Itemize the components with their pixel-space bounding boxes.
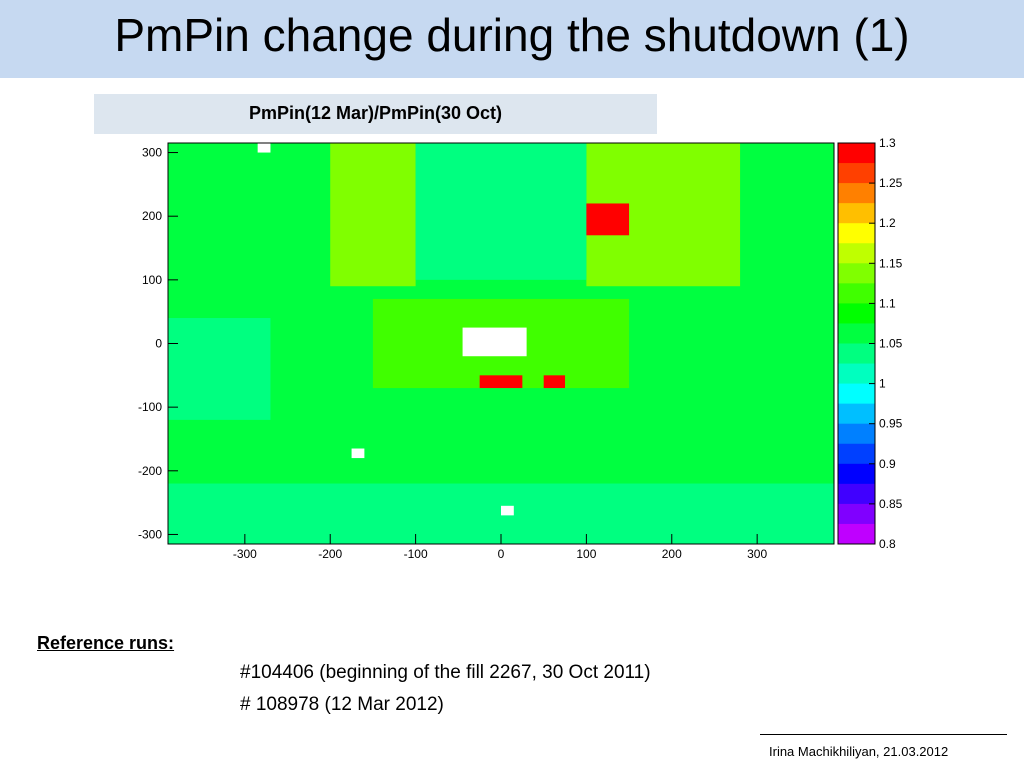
x-tick-label: -300 [233, 547, 257, 561]
heatmap-region [330, 143, 416, 287]
colorbar-segment [838, 323, 875, 344]
colorbar-tick-label: 0.85 [879, 497, 903, 511]
y-tick-label: 200 [142, 209, 162, 223]
colorbar-tick-label: 1.2 [879, 216, 896, 230]
author-date: Irina Machikhiliyan, 21.03.2012 [769, 744, 949, 759]
colorbar-segment [838, 403, 875, 425]
x-tick-label: 100 [576, 547, 596, 561]
heatmap-region [415, 143, 587, 280]
heatmap-region [168, 318, 271, 420]
colorbar-segment [838, 423, 875, 445]
colorbar-segment [838, 143, 875, 164]
y-tick-label: -200 [138, 464, 162, 478]
y-tick-label: 300 [142, 146, 162, 160]
footer-divider [760, 734, 1007, 735]
colorbar-segment [838, 443, 875, 465]
heatmap-region [479, 375, 523, 389]
colorbar-segment [838, 523, 875, 545]
x-tick-label: -200 [318, 547, 342, 561]
colorbar-segment [838, 263, 875, 284]
colorbar-segment [838, 383, 875, 405]
colorbar-tick-label: 1.1 [879, 296, 896, 310]
colorbar-tick-label: 1.05 [879, 337, 903, 351]
colorbar-segment [838, 463, 875, 485]
x-tick-label: 300 [747, 547, 767, 561]
colorbar-tick-label: 0.8 [879, 537, 896, 551]
reference-run-1: #104406 (beginning of the fill 2267, 30 … [240, 662, 651, 683]
heatmap-region [586, 203, 630, 236]
colorbar-tick-label: 1.15 [879, 256, 903, 270]
colorbar-segment [838, 363, 875, 385]
x-tick-label: 0 [498, 547, 505, 561]
colorbar-segment [838, 203, 875, 224]
reference-run-2: # 108978 (12 Mar 2012) [240, 694, 444, 715]
colorbar-segment [838, 303, 875, 324]
y-tick-label: 0 [155, 337, 162, 351]
colorbar-segment [838, 243, 875, 264]
colorbar-segment [838, 163, 875, 184]
colorbar-segment [838, 503, 875, 525]
title-bar [0, 0, 1024, 78]
x-tick-label: 200 [662, 547, 682, 561]
slide-title: PmPin change during the shutdown (1) [114, 9, 910, 61]
heatmap-region [543, 375, 566, 389]
colorbar-segment [838, 343, 875, 365]
y-tick-label: -300 [138, 527, 162, 541]
colorbar-tick-label: 1.25 [879, 176, 903, 190]
colorbar-tick-label: 0.95 [879, 417, 903, 431]
chart-title: PmPin(12 Mar)/PmPin(30 Oct) [248, 103, 503, 123]
colorbar-tick-label: 1.3 [879, 136, 896, 150]
reference-runs-heading: Reference runs: [37, 633, 175, 653]
colorbar-segment [838, 183, 875, 204]
heatmap-region [462, 327, 527, 357]
x-tick-label: -100 [404, 547, 428, 561]
heatmap-region [351, 448, 365, 459]
colorbar-tick-label: 1 [879, 377, 886, 391]
colorbar-segment [838, 223, 875, 244]
heatmap-region [257, 143, 271, 153]
heatmap-region [501, 505, 514, 516]
y-tick-label: 100 [142, 273, 162, 287]
colorbar-segment [838, 283, 875, 304]
colorbar-tick-label: 0.9 [879, 457, 896, 471]
y-tick-label: -100 [138, 400, 162, 414]
chart-title-box [94, 94, 657, 134]
colorbar-segment [838, 483, 875, 505]
